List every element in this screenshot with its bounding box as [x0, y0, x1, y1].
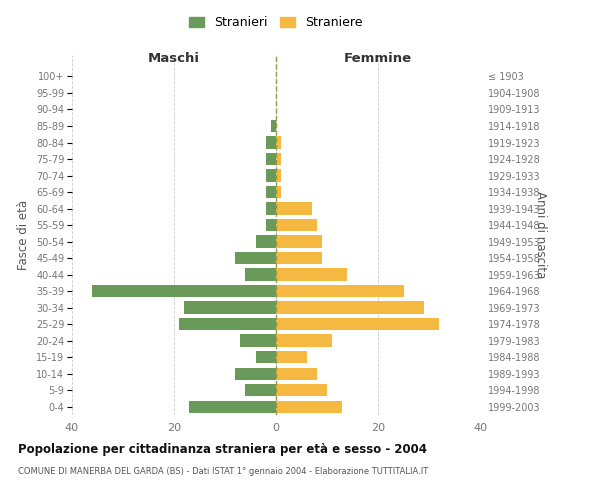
Text: Popolazione per cittadinanza straniera per età e sesso - 2004: Popolazione per cittadinanza straniera p… [18, 442, 427, 456]
Bar [276, 252, 322, 264]
Bar [245, 384, 276, 396]
Bar [276, 302, 424, 314]
Text: Maschi: Maschi [148, 52, 200, 65]
Bar [184, 302, 276, 314]
Y-axis label: Fasce di età: Fasce di età [17, 200, 31, 270]
Y-axis label: Anni di nascita: Anni di nascita [535, 192, 547, 278]
Bar [276, 334, 332, 347]
Bar [276, 236, 322, 248]
Bar [266, 170, 276, 181]
Bar [235, 252, 276, 264]
Bar [276, 186, 281, 198]
Bar [276, 318, 439, 330]
Bar [92, 285, 276, 298]
Bar [235, 368, 276, 380]
Bar [276, 351, 307, 364]
Bar [245, 268, 276, 281]
Bar [276, 136, 281, 148]
Text: Femmine: Femmine [344, 52, 412, 65]
Bar [276, 285, 404, 298]
Bar [266, 153, 276, 165]
Bar [276, 153, 281, 165]
Bar [276, 219, 317, 232]
Bar [266, 136, 276, 148]
Bar [276, 202, 312, 215]
Bar [276, 368, 317, 380]
Bar [256, 351, 276, 364]
Bar [179, 318, 276, 330]
Bar [276, 400, 342, 413]
Bar [276, 384, 327, 396]
Bar [256, 236, 276, 248]
Bar [190, 400, 276, 413]
Bar [240, 334, 276, 347]
Bar [266, 186, 276, 198]
Legend: Stranieri, Straniere: Stranieri, Straniere [184, 11, 368, 34]
Bar [271, 120, 276, 132]
Text: COMUNE DI MANERBA DEL GARDA (BS) - Dati ISTAT 1° gennaio 2004 - Elaborazione TUT: COMUNE DI MANERBA DEL GARDA (BS) - Dati … [18, 468, 428, 476]
Bar [266, 219, 276, 232]
Bar [276, 268, 347, 281]
Bar [276, 170, 281, 181]
Bar [266, 202, 276, 215]
